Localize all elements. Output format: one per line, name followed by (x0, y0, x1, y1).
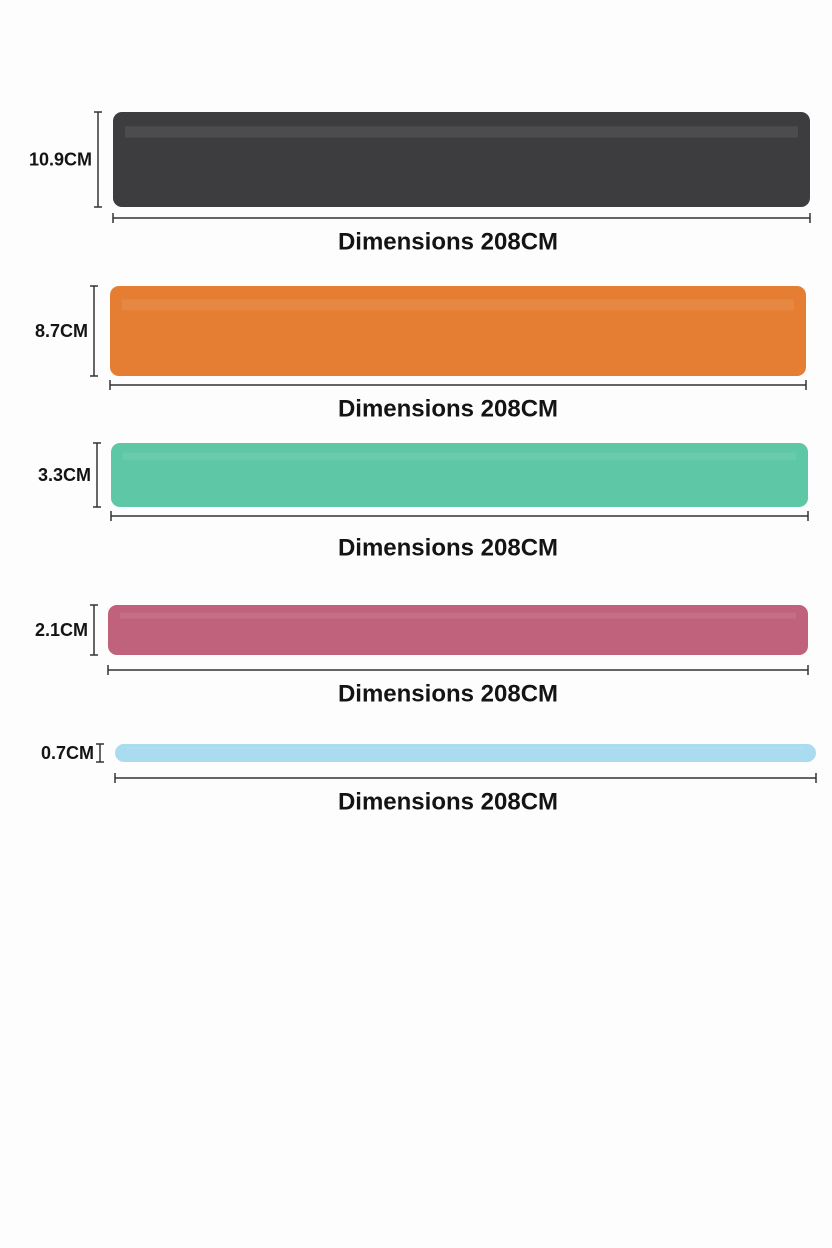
band (110, 286, 806, 376)
band (108, 605, 808, 655)
band (113, 112, 810, 207)
band-shine (122, 299, 794, 311)
band-shine (123, 452, 796, 461)
band-shine (127, 746, 804, 749)
band (115, 744, 816, 762)
width-label: 10.9CM (29, 149, 92, 169)
width-label: 2.1CM (35, 620, 88, 640)
length-label: Dimensions 208CM (338, 680, 558, 707)
length-label: Dimensions 208CM (338, 788, 558, 815)
width-label: 0.7CM (41, 743, 94, 763)
band (111, 443, 808, 507)
length-label: Dimensions 208CM (338, 228, 558, 255)
band-shine (125, 126, 798, 138)
length-label: Dimensions 208CM (338, 395, 558, 422)
length-label: Dimensions 208CM (338, 534, 558, 561)
band-shine (120, 612, 796, 619)
width-label: 8.7CM (35, 321, 88, 341)
width-label: 3.3CM (38, 465, 91, 485)
